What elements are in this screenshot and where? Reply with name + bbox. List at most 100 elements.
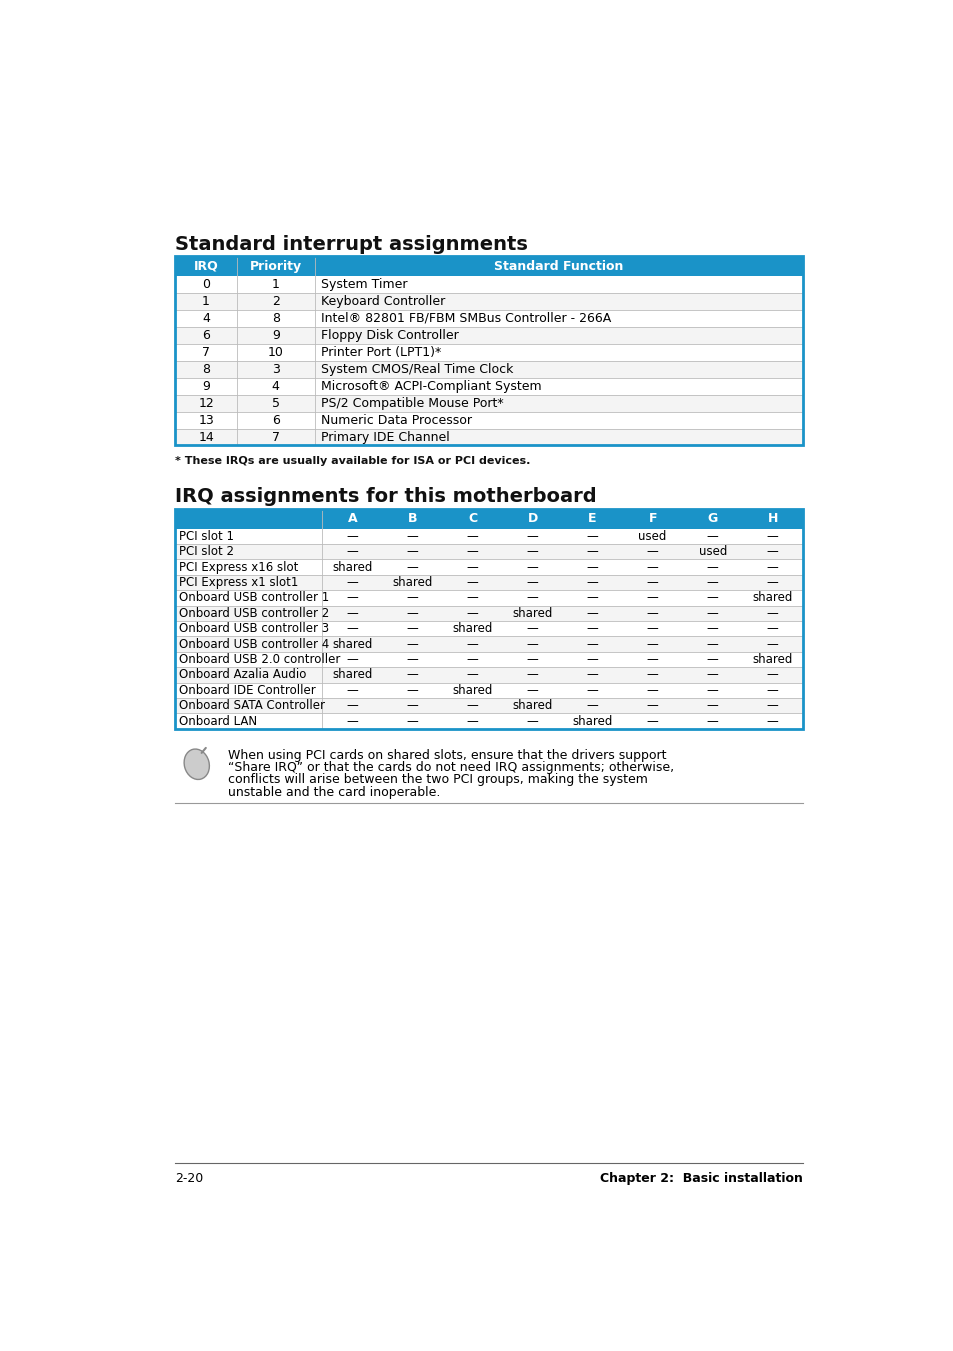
Text: —: — [766,638,778,651]
Text: —: — [646,700,658,712]
Text: PCI slot 2: PCI slot 2 [179,546,233,558]
Bar [174,257,802,276]
Text: Onboard SATA Controller: Onboard SATA Controller [179,700,325,712]
Text: 2-20: 2-20 [174,1173,203,1185]
Text: Onboard Azalia Audio: Onboard Azalia Audio [179,669,306,681]
Text: —: — [646,638,658,651]
Text: G: G [707,512,717,526]
Text: —: — [526,623,537,635]
Text: —: — [406,669,417,681]
Text: System Timer: System Timer [320,278,407,290]
Text: 6: 6 [272,413,279,427]
Text: —: — [526,592,537,604]
Bar [174,508,802,728]
Text: 13: 13 [198,413,213,427]
Text: —: — [586,623,598,635]
Text: —: — [646,669,658,681]
Bar [174,559,802,574]
Text: —: — [586,669,598,681]
Text: —: — [346,576,357,589]
Text: —: — [706,715,718,728]
Text: —: — [406,592,417,604]
Text: —: — [766,530,778,543]
Text: —: — [706,530,718,543]
Text: —: — [526,669,537,681]
Text: Onboard USB controller 3: Onboard USB controller 3 [179,623,329,635]
Text: Keyboard Controller: Keyboard Controller [320,295,444,308]
Bar [174,293,802,309]
Text: When using PCI cards on shared slots, ensure that the drivers support: When using PCI cards on shared slots, en… [228,748,665,762]
Text: —: — [646,623,658,635]
Text: PCI Express x1 slot1: PCI Express x1 slot1 [179,576,298,589]
Text: shared: shared [452,623,492,635]
Text: —: — [526,576,537,589]
Text: shared: shared [752,653,792,666]
Text: —: — [526,530,537,543]
Text: shared: shared [512,700,552,712]
Text: —: — [346,700,357,712]
Text: C: C [467,512,476,526]
Text: —: — [586,546,598,558]
Text: PCI Express x16 slot: PCI Express x16 slot [179,561,298,574]
Text: —: — [586,561,598,574]
Bar [174,667,802,682]
Text: —: — [766,546,778,558]
Bar [174,508,802,528]
Text: —: — [346,684,357,697]
Text: —: — [646,715,658,728]
Text: Floppy Disk Controller: Floppy Disk Controller [320,328,458,342]
Text: Numeric Data Processor: Numeric Data Processor [320,413,471,427]
Text: 9: 9 [272,328,279,342]
Text: Printer Port (LPT1)*: Printer Port (LPT1)* [320,346,440,359]
Text: Onboard USB controller 4: Onboard USB controller 4 [179,638,329,651]
Text: 4: 4 [202,312,210,326]
Text: —: — [346,607,357,620]
Text: unstable and the card inoperable.: unstable and the card inoperable. [228,786,439,798]
Text: IRQ assignments for this motherboard: IRQ assignments for this motherboard [174,488,596,507]
Text: shared: shared [332,669,372,681]
Text: —: — [466,607,477,620]
Bar [174,605,802,621]
Text: —: — [646,653,658,666]
Text: —: — [706,576,718,589]
Text: —: — [466,715,477,728]
Text: —: — [406,653,417,666]
Text: —: — [466,638,477,651]
Text: —: — [586,684,598,697]
Text: PS/2 Compatible Mouse Port*: PS/2 Compatible Mouse Port* [320,397,503,409]
Bar [174,636,802,651]
Text: —: — [346,653,357,666]
Text: Priority: Priority [250,259,301,273]
Text: Onboard USB controller 1: Onboard USB controller 1 [179,592,329,604]
Text: IRQ: IRQ [193,259,218,273]
Bar [174,713,802,728]
Text: Onboard LAN: Onboard LAN [179,715,256,728]
Text: Intel® 82801 FB/FBM SMBus Controller - 266A: Intel® 82801 FB/FBM SMBus Controller - 2… [320,312,610,326]
Text: Microsoft® ACPI-Compliant System: Microsoft® ACPI-Compliant System [320,380,540,393]
Text: shared: shared [512,607,552,620]
Text: —: — [406,700,417,712]
Bar [174,276,802,293]
Text: —: — [406,607,417,620]
Text: 5: 5 [272,397,279,409]
Text: 6: 6 [202,328,210,342]
Bar [174,394,802,412]
Text: —: — [586,653,598,666]
Text: used: used [638,530,666,543]
Text: A: A [347,512,356,526]
Text: F: F [648,512,657,526]
Bar [174,621,802,636]
Text: 8: 8 [202,363,210,376]
FancyArrowPatch shape [201,748,206,753]
Bar [174,682,802,698]
Text: —: — [526,715,537,728]
Text: —: — [706,684,718,697]
Text: —: — [766,623,778,635]
Bar [174,361,802,378]
Text: —: — [706,607,718,620]
Text: —: — [706,623,718,635]
Bar [174,412,802,428]
Text: —: — [466,546,477,558]
Text: —: — [706,700,718,712]
Bar [174,651,802,667]
